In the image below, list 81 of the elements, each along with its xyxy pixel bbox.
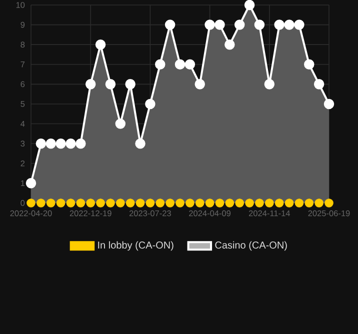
y-tick-label: 4 <box>20 120 25 127</box>
y-tick-label: 5 <box>20 101 25 107</box>
point <box>264 79 275 90</box>
point <box>26 178 36 188</box>
point <box>36 138 46 149</box>
point <box>166 198 174 208</box>
point <box>145 98 156 110</box>
y-tick-label: 0 <box>20 200 25 206</box>
y-tick-label: 9 <box>20 22 25 28</box>
point <box>136 198 145 208</box>
point <box>115 118 126 129</box>
point <box>274 20 284 30</box>
y-tick-label: 6 <box>20 81 25 88</box>
point <box>284 198 294 208</box>
point <box>86 198 96 208</box>
point <box>56 198 66 208</box>
point <box>26 198 36 208</box>
x-tick-label: 2023-07-23 <box>129 210 171 216</box>
y-tick-label: 1 <box>20 180 25 186</box>
point <box>304 198 314 208</box>
point <box>105 79 116 90</box>
point <box>85 79 96 90</box>
point <box>264 198 274 208</box>
point <box>284 20 294 30</box>
point <box>184 59 196 70</box>
point <box>244 0 255 10</box>
point <box>224 39 235 50</box>
point <box>106 198 115 208</box>
point <box>116 198 125 208</box>
point <box>314 79 324 90</box>
y-tick-label: 2 <box>20 160 25 166</box>
point <box>294 198 304 208</box>
y-tick-label: 8 <box>20 42 25 48</box>
legend-label: Casino (CA-ON) <box>215 241 287 251</box>
point <box>215 198 224 208</box>
point <box>46 198 56 208</box>
point <box>126 198 135 208</box>
point <box>324 98 334 110</box>
point <box>235 198 244 208</box>
point <box>46 138 56 149</box>
point <box>156 198 165 208</box>
x-tick-label: 2022-04-20 <box>10 210 52 216</box>
y-tick-label: 3 <box>20 140 25 147</box>
point <box>254 20 265 30</box>
point <box>164 20 176 30</box>
point <box>204 20 215 30</box>
point <box>174 59 186 70</box>
y-tick-label: 7 <box>20 62 25 68</box>
point <box>294 20 304 30</box>
point <box>324 198 334 208</box>
point <box>314 198 324 208</box>
point <box>66 198 76 208</box>
point <box>95 39 106 50</box>
point <box>225 198 234 208</box>
point <box>186 198 194 208</box>
point <box>36 198 46 208</box>
point <box>76 138 86 149</box>
point <box>195 198 204 208</box>
point <box>146 198 155 208</box>
point <box>66 138 76 149</box>
x-tick-label: 2022-12-19 <box>70 210 112 216</box>
point <box>205 198 214 208</box>
point <box>155 59 166 70</box>
point <box>176 198 184 208</box>
point <box>76 198 86 208</box>
y-tick-label: 10 <box>16 2 25 8</box>
point <box>194 79 205 90</box>
point <box>125 79 136 90</box>
point <box>245 198 254 208</box>
point <box>214 20 225 30</box>
point <box>96 198 105 208</box>
legend-label: In lobby (CA-ON) <box>98 241 174 251</box>
x-tick-label: 2024-04-09 <box>189 210 231 216</box>
point <box>234 20 245 30</box>
point <box>255 198 264 208</box>
point <box>274 198 284 208</box>
x-tick-label: 2025-06-19 <box>308 210 350 216</box>
point <box>304 59 314 70</box>
point <box>56 138 66 149</box>
x-tick-label: 2024-11-14 <box>248 210 290 216</box>
point <box>135 138 146 149</box>
